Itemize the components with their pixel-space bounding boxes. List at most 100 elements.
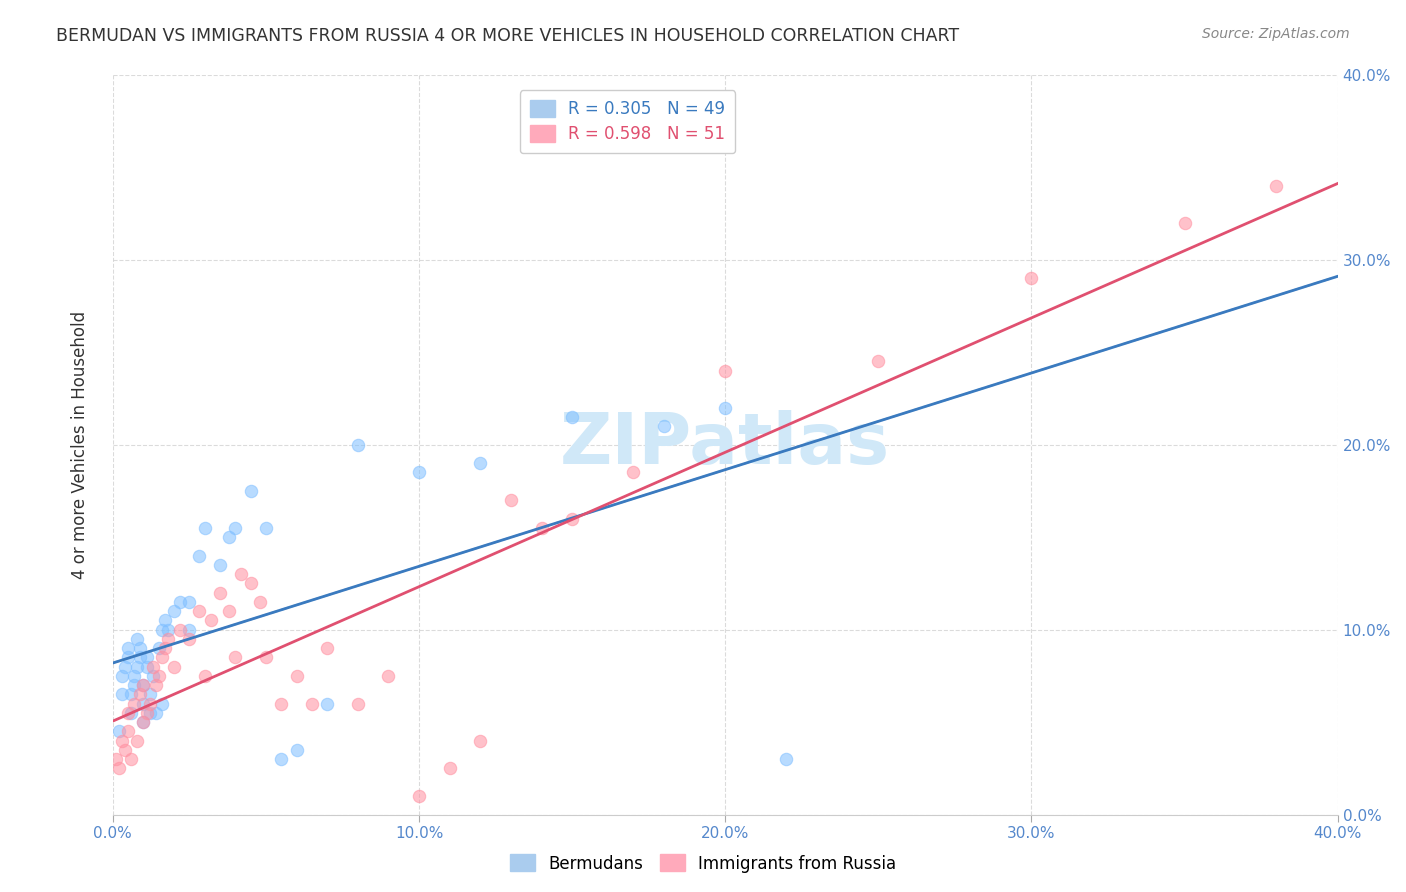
Point <box>714 363 737 377</box>
Point <box>169 623 191 637</box>
Point <box>270 752 292 766</box>
Point <box>153 640 176 655</box>
Point <box>714 401 737 415</box>
Point <box>239 483 262 498</box>
Point <box>114 743 136 757</box>
Point <box>117 640 139 655</box>
Point <box>156 623 179 637</box>
Point <box>104 752 127 766</box>
Point <box>868 354 890 368</box>
Point <box>224 521 246 535</box>
Point <box>561 409 583 424</box>
Point <box>439 761 461 775</box>
Point <box>224 650 246 665</box>
Point <box>111 733 134 747</box>
Point <box>117 706 139 720</box>
Point <box>652 419 675 434</box>
Point <box>194 521 217 535</box>
Point <box>111 687 134 701</box>
Point <box>132 714 155 729</box>
Point <box>301 697 323 711</box>
Point <box>470 456 492 470</box>
Point <box>132 678 155 692</box>
Point <box>218 530 240 544</box>
Legend: Bermudans, Immigrants from Russia: Bermudans, Immigrants from Russia <box>503 847 903 880</box>
Point <box>470 733 492 747</box>
Point <box>621 465 644 479</box>
Point <box>179 623 201 637</box>
Point <box>138 697 160 711</box>
Point <box>169 595 191 609</box>
Point <box>142 669 165 683</box>
Point <box>208 585 231 599</box>
Point <box>408 789 430 803</box>
Text: Source: ZipAtlas.com: Source: ZipAtlas.com <box>1202 27 1350 41</box>
Point <box>346 697 368 711</box>
Point <box>108 761 131 775</box>
Point <box>132 678 155 692</box>
Point <box>208 558 231 572</box>
Point <box>148 669 170 683</box>
Point <box>145 706 167 720</box>
Point <box>132 714 155 729</box>
Point <box>200 613 222 627</box>
Text: BERMUDAN VS IMMIGRANTS FROM RUSSIA 4 OR MORE VEHICLES IN HOUSEHOLD CORRELATION C: BERMUDAN VS IMMIGRANTS FROM RUSSIA 4 OR … <box>56 27 959 45</box>
Point <box>108 724 131 739</box>
Y-axis label: 4 or more Vehicles in Household: 4 or more Vehicles in Household <box>72 310 89 579</box>
Point <box>129 687 152 701</box>
Point <box>142 659 165 673</box>
Point <box>132 697 155 711</box>
Point <box>179 632 201 646</box>
Point <box>135 650 157 665</box>
Point <box>150 623 173 637</box>
Point <box>127 733 149 747</box>
Point <box>135 706 157 720</box>
Point <box>377 669 399 683</box>
Point <box>148 640 170 655</box>
Point <box>138 706 160 720</box>
Point <box>285 743 308 757</box>
Point <box>150 650 173 665</box>
Point <box>254 521 277 535</box>
Point <box>129 650 152 665</box>
Point <box>1021 271 1043 285</box>
Point <box>145 678 167 692</box>
Point <box>270 697 292 711</box>
Point <box>111 669 134 683</box>
Point <box>285 669 308 683</box>
Point <box>129 640 152 655</box>
Point <box>120 706 142 720</box>
Point <box>127 659 149 673</box>
Point <box>163 604 186 618</box>
Point <box>127 632 149 646</box>
Point <box>530 521 553 535</box>
Point <box>117 650 139 665</box>
Point <box>124 678 146 692</box>
Point <box>231 567 253 582</box>
Point <box>254 650 277 665</box>
Point <box>163 659 186 673</box>
Point <box>775 752 797 766</box>
Point <box>156 632 179 646</box>
Point <box>150 697 173 711</box>
Point <box>124 697 146 711</box>
Point <box>120 687 142 701</box>
Point <box>120 752 142 766</box>
Point <box>346 437 368 451</box>
Point <box>316 697 339 711</box>
Point <box>499 493 522 508</box>
Point <box>316 640 339 655</box>
Point <box>138 687 160 701</box>
Point <box>135 659 157 673</box>
Point <box>114 659 136 673</box>
Point <box>153 613 176 627</box>
Legend: R = 0.305   N = 49, R = 0.598   N = 51: R = 0.305 N = 49, R = 0.598 N = 51 <box>520 90 735 153</box>
Point <box>561 511 583 525</box>
Point <box>249 595 271 609</box>
Text: ZIPatlas: ZIPatlas <box>560 410 890 479</box>
Point <box>1265 178 1288 193</box>
Point <box>239 576 262 591</box>
Point <box>408 465 430 479</box>
Point <box>194 669 217 683</box>
Point <box>218 604 240 618</box>
